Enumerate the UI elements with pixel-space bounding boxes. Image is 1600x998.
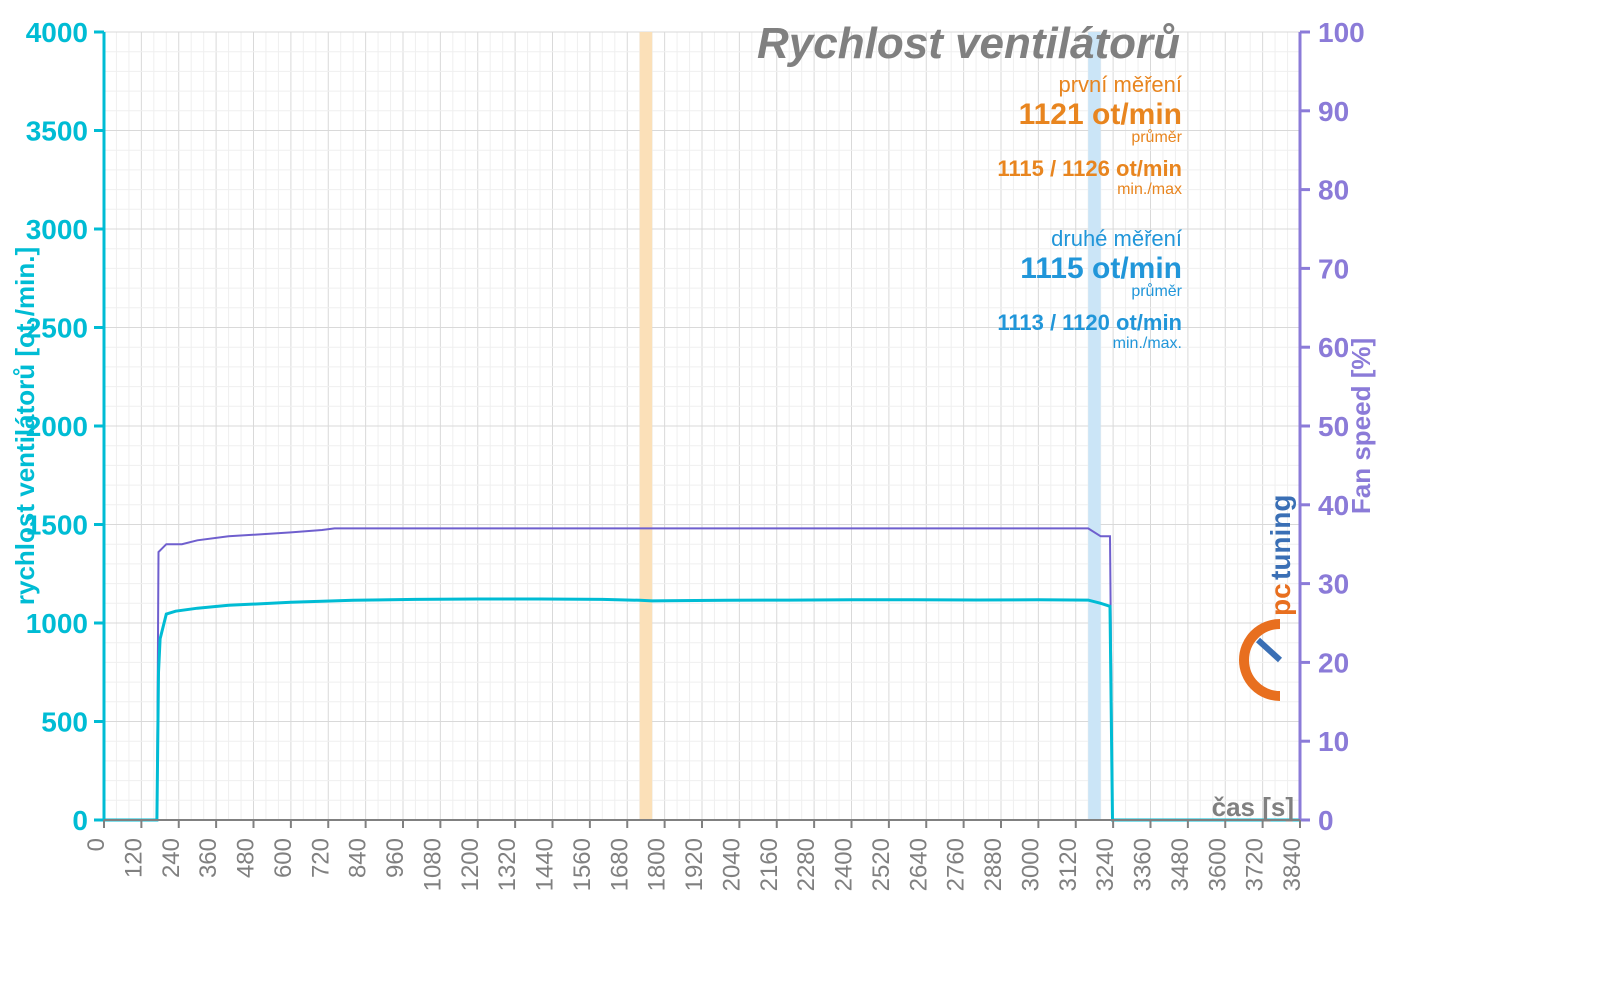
x-tick-label: 2520 [868, 838, 895, 891]
x-tick-label: 2880 [980, 838, 1007, 891]
x-tick-label: 1080 [419, 838, 446, 891]
stat-second-minmax: 1113 / 1120 ot/min [997, 310, 1182, 335]
right-tick-label: 0 [1318, 805, 1334, 836]
x-tick-label: 3000 [1017, 838, 1044, 891]
stat-first-minmax-sub: min./max [1117, 181, 1182, 198]
x-tick-label: 1560 [569, 838, 596, 891]
x-tick-label: 2280 [793, 838, 820, 891]
x-tick-label: 1200 [457, 838, 484, 891]
x-tick-label: 3360 [1130, 838, 1157, 891]
right-tick-label: 50 [1318, 411, 1349, 442]
x-tick-label: 2760 [943, 838, 970, 891]
x-tick-label: 2400 [831, 838, 858, 891]
stat-second-avg-sub: průměr [1131, 282, 1182, 300]
x-tick-label: 3720 [1242, 838, 1269, 891]
chart-svg: 0500100015002000250030003500400001020304… [0, 0, 1600, 998]
x-tick-label: 2640 [905, 838, 932, 891]
right-tick-label: 100 [1318, 17, 1365, 48]
highlight-band [640, 32, 652, 820]
x-tick-label: 3480 [1167, 838, 1194, 891]
right-tick-label: 10 [1318, 726, 1349, 757]
right-tick-label: 70 [1318, 253, 1349, 284]
highlight-band [1088, 32, 1100, 820]
x-axis-label: čas [s] [1212, 792, 1294, 822]
x-tick-label: 3840 [1279, 838, 1306, 891]
x-tick-label: 2040 [718, 838, 745, 891]
stat-second-heading: druhé měření [1051, 226, 1182, 251]
left-tick-label: 3000 [26, 214, 88, 245]
x-tick-label: 3240 [1092, 838, 1119, 891]
right-tick-label: 60 [1318, 332, 1349, 363]
x-tick-label: 960 [382, 838, 409, 878]
stat-first-minmax: 1115 / 1126 ot/min [997, 156, 1182, 181]
stat-second-minmax-sub: min./max. [1113, 335, 1182, 352]
left-tick-label: 4000 [26, 17, 88, 48]
x-tick-label: 1680 [606, 838, 633, 891]
right-axis-label: Fan speed [%] [1346, 338, 1376, 514]
right-tick-label: 20 [1318, 647, 1349, 678]
x-tick-label: 480 [233, 838, 260, 878]
x-tick-label: 720 [307, 838, 334, 878]
x-tick-label: 1440 [532, 838, 559, 891]
left-tick-label: 1000 [26, 608, 88, 639]
x-tick-label: 840 [345, 838, 372, 878]
x-tick-label: 1800 [644, 838, 671, 891]
logo-text-pc: pc [1265, 583, 1296, 616]
x-tick-label: 0 [83, 838, 110, 851]
left-tick-label: 3500 [26, 116, 88, 147]
right-tick-label: 40 [1318, 490, 1349, 521]
left-tick-label: 0 [72, 805, 88, 836]
x-tick-label: 360 [195, 838, 222, 878]
chart-title: Rychlost ventilátorů [757, 19, 1180, 68]
stat-first-avg: 1121 ot/min [1019, 98, 1182, 131]
stat-first-heading: první měření [1059, 72, 1183, 97]
left-axis-label: rychlost ventilátorů [ot./min.] [10, 247, 40, 605]
stat-second-avg: 1115 ot/min [1020, 252, 1182, 285]
left-tick-label: 500 [41, 707, 88, 738]
right-tick-label: 90 [1318, 96, 1349, 127]
chart-container: 0500100015002000250030003500400001020304… [0, 0, 1600, 998]
x-tick-label: 1320 [494, 838, 521, 891]
x-tick-label: 240 [158, 838, 185, 878]
x-tick-label: 120 [120, 838, 147, 878]
right-tick-label: 30 [1318, 569, 1349, 600]
stat-first-avg-sub: průměr [1131, 128, 1182, 146]
x-tick-label: 2160 [756, 838, 783, 891]
x-tick-label: 3600 [1204, 838, 1231, 891]
logo-text-tuning: tuning [1265, 494, 1296, 580]
right-tick-label: 80 [1318, 175, 1349, 206]
x-tick-label: 1920 [681, 838, 708, 891]
x-tick-label: 600 [270, 838, 297, 878]
x-tick-label: 3120 [1055, 838, 1082, 891]
